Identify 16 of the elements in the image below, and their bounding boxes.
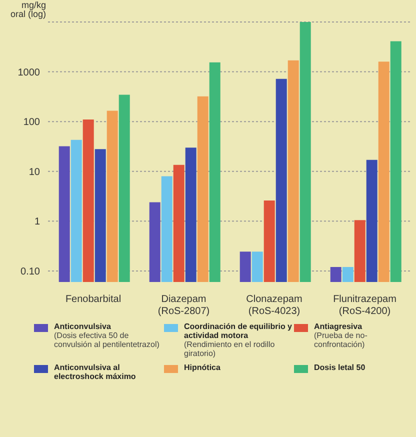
y-tick-label: 1000 (18, 67, 40, 78)
legend-label: Dosis letal 50 (314, 363, 366, 372)
y-tick-label: 1 (34, 216, 40, 228)
legend-label: Hipnótica (184, 363, 222, 372)
x-tick-label: Fenobarbital (65, 294, 122, 305)
y-axis-title: mg/kg oral (log) (9, 0, 46, 19)
legend-label: Antiagresiva (Prueba de no-confrontación) (314, 322, 368, 349)
x-tick-label: Clonazepam (RoS-4023) (246, 294, 302, 317)
y-tick-label: 100 (23, 117, 40, 128)
legend-label: Anticonvulsiva (Dosis efectiva 50 de convulsión al pentilentetrazol) (54, 322, 160, 349)
y-tick-label: 10 (28, 166, 40, 178)
legend-label: Coordinación de equilibrio y actividad motora (Rendimiento en el rodillo giratorio) (184, 322, 294, 358)
y-tick-label: 0.10 (20, 266, 40, 278)
legend-label: Anticonvulsiva al electroshock máximo (54, 363, 137, 381)
x-tick-label: Flunitrazepam (RoS-4200) (333, 294, 396, 317)
x-tick-label: Diazepam (RoS-2807) (158, 294, 210, 317)
